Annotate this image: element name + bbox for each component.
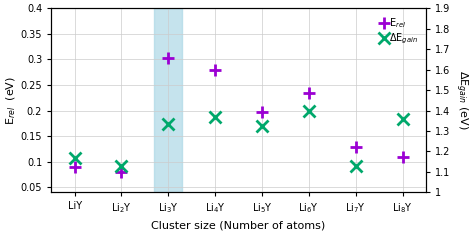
ΔE$_{gain}$ — [353, 164, 358, 167]
E$_{rel}$ — [306, 92, 312, 94]
ΔE$_{gain}$ — [118, 164, 124, 167]
Legend: E$_{rel}$, ΔE$_{gain}$: E$_{rel}$, ΔE$_{gain}$ — [378, 13, 421, 49]
Line: E$_{rel}$: E$_{rel}$ — [68, 52, 409, 178]
E$_{rel}$ — [259, 111, 265, 114]
Y-axis label: E$_{rel}$  (eV): E$_{rel}$ (eV) — [4, 76, 18, 125]
E$_{rel}$ — [118, 171, 124, 173]
E$_{rel}$ — [165, 57, 171, 60]
Y-axis label: ΔE$_{gain}$ (eV): ΔE$_{gain}$ (eV) — [454, 70, 470, 130]
E$_{rel}$ — [212, 68, 218, 71]
ΔE$_{gain}$ — [72, 156, 77, 159]
ΔE$_{gain}$ — [400, 117, 405, 120]
Line: ΔE$_{gain}$: ΔE$_{gain}$ — [68, 104, 409, 172]
E$_{rel}$ — [353, 146, 358, 149]
ΔE$_{gain}$ — [165, 122, 171, 125]
ΔE$_{gain}$ — [212, 115, 218, 118]
E$_{rel}$ — [400, 156, 405, 159]
Bar — [154, 8, 182, 192]
ΔE$_{gain}$ — [306, 109, 312, 112]
ΔE$_{gain}$ — [259, 125, 265, 127]
X-axis label: Cluster size (Number of atoms): Cluster size (Number of atoms) — [152, 221, 326, 231]
E$_{rel}$ — [72, 165, 77, 168]
